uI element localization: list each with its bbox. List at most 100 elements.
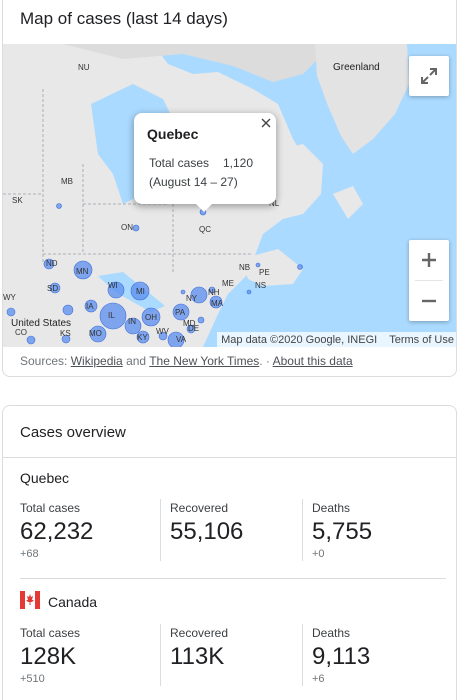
bubble-pa — [172, 303, 190, 321]
fullscreen-icon — [421, 68, 437, 84]
map-label-in: IN — [128, 317, 136, 326]
stat-delta: +0 — [312, 548, 325, 560]
info-window-title: Quebec — [147, 126, 199, 142]
source-wikipedia-link[interactable]: Wikipedia — [70, 354, 123, 368]
bubble-co — [26, 335, 36, 345]
map-label-co: CO — [15, 328, 27, 337]
map-label-mo: MO — [89, 329, 102, 338]
map-label-mn: MN — [76, 267, 89, 276]
bubble-de — [197, 316, 205, 324]
quebec-recovered: Recovered 55,106 — [170, 501, 300, 546]
map-label-mi: MI — [136, 287, 145, 296]
border-lines — [3, 89, 253, 274]
bubble-me — [246, 289, 252, 295]
map-label-nl: NL — [269, 199, 280, 208]
bubble-mn — [73, 260, 93, 280]
map-label-ma: MA — [211, 299, 224, 308]
map-label-va: VA — [176, 335, 187, 344]
stat-value: 5,755 — [312, 518, 373, 545]
bubble-nb — [255, 262, 261, 268]
bubble-wi — [107, 281, 125, 299]
map-label-wi: WI — [108, 281, 118, 290]
zoom-in-button[interactable] — [409, 240, 449, 280]
region-name-canada: Canada — [48, 594, 98, 610]
zoom-divider — [415, 280, 443, 281]
bubble-va — [167, 331, 185, 347]
canada-total-cases: Total cases 128K +510 — [20, 626, 150, 685]
stat-delta: +6 — [312, 673, 325, 685]
map-label-nb: NB — [239, 263, 250, 272]
bubble-mo — [89, 325, 107, 343]
stat-label: Recovered — [170, 626, 229, 640]
bubble-md — [186, 324, 196, 334]
map-label-on: ON — [121, 223, 133, 232]
info-window-value: 1,120 — [223, 156, 254, 170]
zoom-out-button[interactable] — [409, 281, 449, 321]
map-label-mb: MB — [61, 177, 73, 186]
cases-overview-card: Cases overview Quebec Total cases 62,232… — [2, 405, 457, 700]
close-icon[interactable] — [258, 115, 274, 131]
maritimes-land — [241, 249, 303, 286]
terms-of-use-link[interactable]: Terms of Use — [389, 333, 454, 346]
canada-flag-icon — [20, 591, 40, 609]
zoom-controls — [409, 240, 449, 321]
info-window-dates: (August 14 – 27) — [149, 175, 238, 189]
sources-and: and — [122, 354, 150, 368]
stat-divider — [302, 499, 303, 561]
bubble-ny — [190, 286, 208, 304]
bubble-in — [124, 317, 142, 335]
map-label-ns: NS — [255, 281, 266, 290]
cases-map[interactable]: NU Greenland MB SK ON QC NL NB PE NS ME … — [3, 44, 456, 347]
map-label-pa: PA — [175, 308, 186, 317]
bubble-wy — [6, 307, 16, 317]
bubble-ontario — [132, 224, 140, 232]
stat-label: Total cases — [20, 626, 81, 640]
info-window-label: Total cases — [149, 156, 210, 170]
region-divider — [20, 578, 446, 579]
map-label-ny: NY — [186, 294, 198, 303]
map-label-md: MD — [183, 319, 196, 328]
stat-divider — [160, 624, 161, 686]
about-this-data-link[interactable]: About this data — [272, 354, 353, 368]
overview-divider — [3, 457, 457, 458]
map-attribution: Map data ©2020 Google, INEGI Terms of Us… — [217, 332, 456, 347]
case-bubbles — [6, 203, 303, 347]
northern-islands-land — [63, 44, 323, 82]
map-label-united-states: United States — [11, 318, 71, 329]
map-label-me: ME — [222, 279, 234, 288]
stat-delta: +68 — [20, 548, 39, 560]
stat-delta: +510 — [20, 673, 45, 685]
sources-prefix: Sources: — [20, 354, 71, 368]
bubble-ns — [297, 264, 303, 270]
bubble-nd — [43, 258, 55, 270]
map-label-oh: OH — [145, 313, 157, 322]
stat-label: Deaths — [312, 626, 351, 640]
map-label-il: IL — [108, 311, 115, 320]
cases-overview-title: Cases overview — [20, 424, 126, 441]
map-label-ks: KS — [60, 329, 71, 338]
map-label-wv: WV — [156, 327, 170, 336]
map-label-sd: SD — [47, 284, 58, 293]
quebec-deaths: Deaths 5,755 +0 — [312, 501, 442, 560]
fullscreen-button[interactable] — [409, 56, 449, 96]
map-label-sk: SK — [12, 196, 23, 205]
info-window: Quebec Total cases 1,120 (August 14 – 27… — [134, 113, 276, 212]
map-label-pe: PE — [259, 268, 270, 277]
map-label-group: NU Greenland MB SK ON QC NL NB PE NS ME … — [3, 62, 380, 344]
bubble-ne — [62, 304, 74, 316]
bubble-nh — [208, 286, 216, 294]
stat-value: 113K — [170, 643, 225, 670]
stat-divider — [302, 624, 303, 686]
map-label-nu: NU — [78, 63, 90, 72]
bubble-oh — [141, 307, 161, 327]
plus-icon — [422, 253, 436, 267]
canada-deaths: Deaths 9,113 +6 — [312, 626, 442, 685]
canada-recovered: Recovered 113K — [170, 626, 300, 671]
stat-value: 128K — [20, 643, 77, 670]
bubble-small — [56, 203, 62, 209]
greenland-land — [315, 44, 409, 154]
source-nyt-link[interactable]: The New York Times — [149, 354, 260, 368]
map-label-ky: KY — [137, 333, 148, 342]
bubble-ky — [136, 330, 150, 344]
map-label-de: DE — [188, 324, 199, 333]
